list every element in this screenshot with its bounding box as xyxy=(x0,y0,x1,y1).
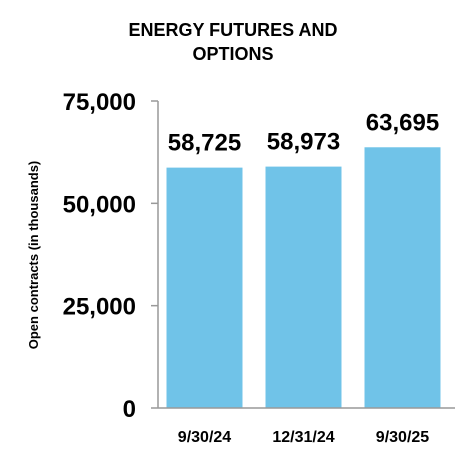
chart-title-line-2: OPTIONS xyxy=(192,44,273,64)
x-tick-label: 9/30/24 xyxy=(178,429,231,446)
x-tick-label: 9/30/25 xyxy=(376,429,429,446)
chart-title-line-1: ENERGY FUTURES AND xyxy=(128,20,337,40)
x-tick-label: 12/31/24 xyxy=(272,429,334,446)
x-axis-ticks: 9/30/24 12/31/24 9/30/25 xyxy=(178,429,429,446)
bar xyxy=(166,167,243,408)
bar-value-label: 58,725 xyxy=(168,130,241,157)
y-tick-label: 0 xyxy=(123,396,136,423)
y-axis-ticks: 0 25,000 50,000 75,000 xyxy=(63,89,158,423)
bar xyxy=(265,166,342,408)
y-tick-label: 25,000 xyxy=(63,294,136,321)
y-tick-label: 50,000 xyxy=(63,191,136,218)
bar-value-label: 63,695 xyxy=(366,109,439,136)
y-tick-label: 75,000 xyxy=(63,89,136,116)
bars xyxy=(166,147,441,408)
bar xyxy=(364,147,441,408)
bar-value-label: 58,973 xyxy=(267,129,340,156)
data-labels: 58,725 58,973 63,695 xyxy=(168,109,439,156)
y-axis-label: Open contracts (in thousands) xyxy=(26,161,41,350)
